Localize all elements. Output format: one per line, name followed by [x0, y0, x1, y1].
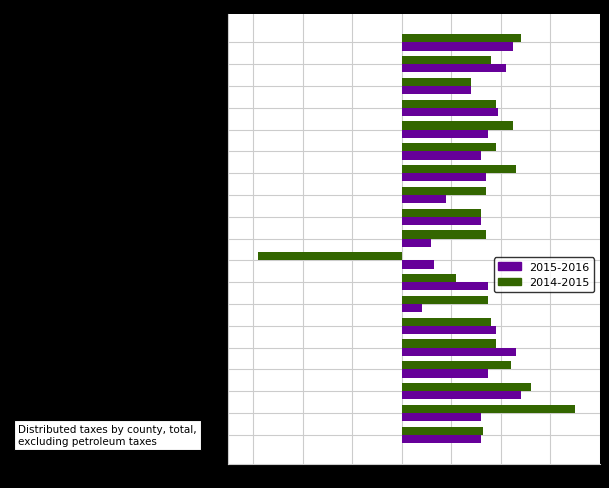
Bar	[402, 405, 575, 413]
Bar	[402, 326, 496, 334]
Bar	[402, 318, 491, 326]
Bar	[402, 362, 511, 369]
Bar	[402, 348, 516, 356]
Bar	[402, 231, 486, 239]
Bar	[402, 283, 488, 291]
Bar	[402, 427, 484, 435]
Bar	[402, 57, 491, 65]
Bar	[402, 144, 496, 152]
Bar	[402, 79, 471, 87]
Bar	[402, 413, 481, 422]
Bar	[402, 274, 456, 283]
Bar	[402, 369, 488, 378]
Bar	[258, 253, 402, 261]
Bar	[402, 122, 513, 130]
Bar	[402, 196, 446, 204]
Bar	[402, 43, 513, 52]
Bar	[402, 130, 488, 139]
Legend: 2015-2016, 2014-2015: 2015-2016, 2014-2015	[494, 258, 594, 292]
Bar	[402, 305, 421, 313]
Text: Distributed taxes by county, total,
excluding petroleum taxes: Distributed taxes by county, total, excl…	[18, 425, 197, 446]
Bar	[402, 217, 481, 225]
Bar	[402, 87, 471, 95]
Bar	[402, 35, 521, 43]
Bar	[402, 209, 481, 217]
Bar	[402, 239, 431, 247]
Bar	[402, 165, 516, 174]
Bar	[402, 187, 486, 196]
Bar	[402, 383, 530, 391]
Bar	[402, 296, 488, 305]
Bar	[402, 101, 496, 109]
Bar	[402, 65, 505, 73]
Bar	[402, 152, 481, 161]
Bar	[402, 174, 486, 182]
Bar	[402, 261, 434, 269]
Bar	[402, 340, 496, 348]
Bar	[402, 435, 481, 443]
Bar	[402, 391, 521, 400]
Bar	[402, 109, 498, 117]
